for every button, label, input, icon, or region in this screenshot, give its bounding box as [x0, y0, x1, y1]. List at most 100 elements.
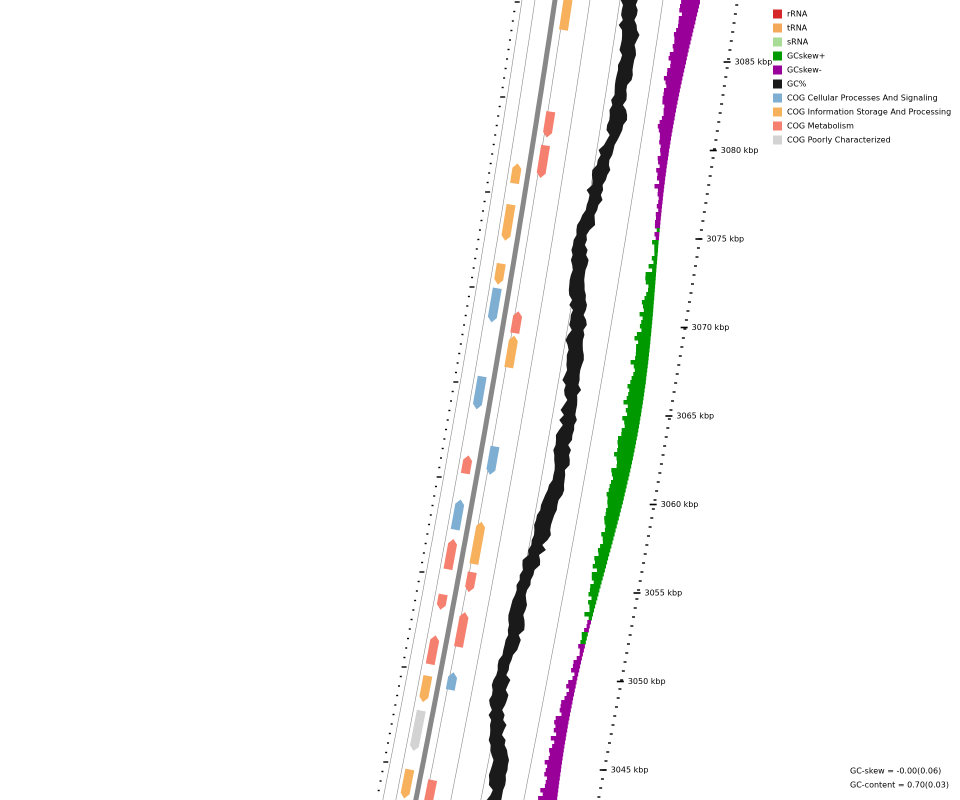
scale-label: 3085 kbp: [735, 58, 773, 67]
legend-label: COG Metabolism: [787, 122, 854, 131]
gc-skew: [591, 576, 603, 581]
legend-swatch: [773, 135, 782, 145]
gc-skew: [657, 176, 666, 181]
gc-skew: [546, 776, 560, 781]
gc-skew: [659, 164, 667, 169]
gc-skew: [624, 420, 640, 425]
gc-skew: [648, 288, 655, 293]
legend-label: tRNA: [787, 24, 808, 33]
gc-skew: [576, 656, 582, 661]
gc-skew: [656, 216, 661, 221]
gc-skew: [590, 584, 601, 589]
gc-skew-stat: GC-skew = -0.00(0.06): [850, 767, 941, 776]
legend-label: GCskew-: [787, 66, 822, 75]
gene-feature: [469, 521, 486, 565]
gc-skew: [627, 384, 646, 389]
gc-content-stat: GC-content = 0.70(0.03): [850, 781, 949, 790]
gc-skew: [574, 672, 579, 677]
gene-feature: [422, 779, 438, 800]
gc-skew: [547, 764, 562, 769]
gc-skew: [554, 720, 569, 725]
gc-skew: [658, 200, 663, 205]
gc-skew: [588, 616, 592, 621]
legend-label: COG Information Storage And Processing: [787, 108, 951, 117]
scale-label: 3060 kbp: [661, 500, 699, 509]
gc-skew: [646, 292, 655, 297]
gc-skew: [602, 540, 613, 545]
gc-skew: [561, 700, 573, 705]
gc-skew: [635, 352, 649, 357]
gc-skew: [624, 424, 639, 429]
gc-skew: [548, 756, 563, 761]
gc-skew: [662, 96, 679, 101]
gc-skew: [553, 728, 568, 733]
gene-feature: [410, 709, 426, 752]
legend-label: GCskew+: [787, 52, 825, 61]
gene-feature: [487, 287, 502, 323]
gc-skew: [630, 360, 649, 365]
gc-skew: [679, 8, 699, 13]
gc-skew: [545, 780, 560, 785]
gc-skew: [673, 32, 693, 37]
gc-skew: [657, 192, 664, 197]
gc-skew: [667, 68, 685, 73]
ring-line: [523, 0, 664, 800]
gc-skew: [659, 140, 671, 145]
gc-skew: [622, 416, 641, 421]
gc-skew: [607, 496, 624, 501]
scale-label: 3055 kbp: [645, 589, 683, 598]
gc-skew: [606, 492, 625, 497]
gc-skew: [572, 676, 578, 681]
gc-skew: [654, 224, 661, 229]
gc-skew: [545, 768, 561, 773]
gene-feature: [419, 675, 433, 703]
legend-label: sRNA: [787, 38, 809, 47]
gc-skew: [663, 108, 676, 113]
gc-skew: [555, 724, 568, 729]
gc-skew: [644, 296, 655, 301]
gc-skew: [623, 400, 643, 405]
gc-skew: [581, 632, 588, 637]
gc-skew: [626, 396, 644, 401]
gc-skew: [658, 196, 663, 201]
rings: 3085 kbp 3080 kbp 3075 kbp 3070 kbp 3065 kbp…: [377, 0, 773, 800]
gc-skew: [655, 212, 662, 217]
legend-label: COG Cellular Processes And Signaling: [787, 94, 938, 103]
gc-skew: [560, 704, 572, 709]
gc-skew: [571, 668, 580, 673]
gene-feature: [472, 375, 487, 410]
gc-skew: [662, 100, 678, 105]
gc-skew: [648, 284, 656, 289]
gc-skew: [657, 124, 674, 129]
gc-skew: [654, 184, 665, 189]
gc-skew: [542, 792, 558, 797]
gc-skew: [587, 620, 591, 625]
gc-skew: [621, 428, 639, 433]
gc-skew: [629, 388, 645, 393]
gc-skew: [669, 52, 688, 57]
gc-skew: [654, 244, 659, 249]
gc-skew: [678, 20, 696, 25]
gc-skew: [681, 12, 698, 17]
gene-feature: [400, 768, 415, 799]
gc-skew: [680, 4, 699, 9]
gc-skew: [579, 648, 584, 653]
gc-skew: [661, 116, 675, 121]
gc-skew: [672, 44, 690, 49]
gc-skew: [634, 336, 651, 341]
scale-label: 3045 kbp: [611, 766, 649, 775]
gc-skew: [664, 88, 680, 93]
gc-skew: [616, 456, 633, 461]
scale-label: 3050 kbp: [628, 677, 666, 686]
gc-skew: [674, 36, 692, 41]
gc-skew: [566, 684, 576, 689]
gc-skew: [606, 508, 621, 513]
legend-swatch: [773, 79, 782, 89]
gc-skew: [592, 564, 606, 569]
scale-label: 3075 kbp: [706, 235, 744, 244]
gc-skew: [559, 708, 571, 713]
legend-label: GC%: [787, 80, 807, 89]
gc-skew: [645, 272, 656, 277]
gc-skew: [643, 308, 654, 313]
gc-skew: [630, 380, 646, 385]
